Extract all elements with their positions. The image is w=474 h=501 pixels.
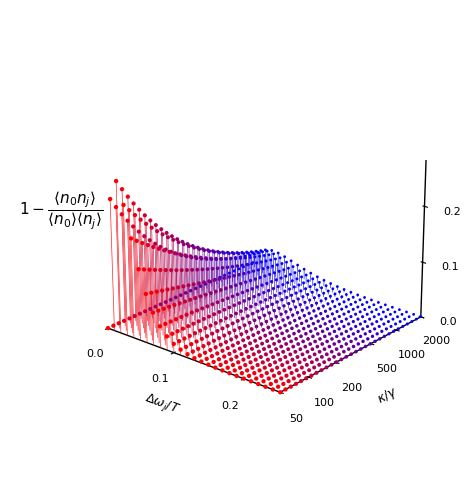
Text: $1-\dfrac{\langle n_0 n_j \rangle}{\langle n_0 \rangle\langle n_j \rangle}$: $1-\dfrac{\langle n_0 n_j \rangle}{\lang… xyxy=(19,189,103,231)
X-axis label: $\Delta\omega_j/T$: $\Delta\omega_j/T$ xyxy=(142,390,182,418)
Y-axis label: $\kappa/\gamma$: $\kappa/\gamma$ xyxy=(374,383,401,407)
